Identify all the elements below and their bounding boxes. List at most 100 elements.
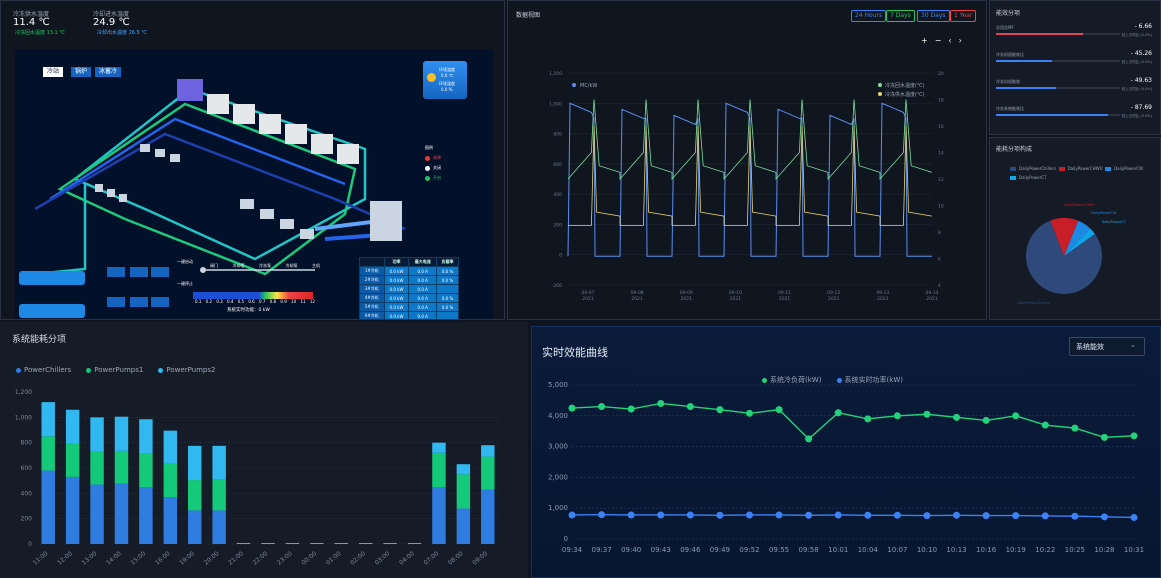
x-tick-label: 09:58 [799, 546, 819, 554]
legend-item[interactable]: PowerPumps2 [158, 366, 215, 374]
y-tick-label: 5,000 [548, 381, 568, 389]
bar-segment [90, 417, 104, 452]
bar-segment [139, 453, 153, 487]
pie-slice-label: DailyPowerCW [1091, 211, 1117, 215]
mode-button-boiler[interactable]: 锅炉 [71, 67, 92, 77]
x-tick-label: 2021 [582, 296, 594, 302]
efficiency-curve-title: 实时效能曲线 [542, 346, 608, 359]
bar-segment [65, 409, 80, 444]
table-header: 负载率 [436, 257, 459, 267]
y-tick-label: 0 [564, 535, 568, 543]
bar-segment [383, 542, 397, 544]
x-tick-label: 20:00 [203, 550, 221, 567]
pie-chart: DailyPowerChillers DailyPowerCHWU DailyPow… [1017, 203, 1127, 305]
zoom-in-button[interactable]: + [921, 36, 928, 45]
scale-tick: 0.3 [216, 299, 223, 304]
pie-legend-item[interactable]: DailyPowerChillers [1010, 166, 1056, 171]
mode-button-cold-station[interactable]: 冷站 [43, 67, 64, 77]
bar-segment [407, 542, 422, 544]
pan-right-button[interactable]: › [958, 36, 962, 45]
y-right-tick-label: 14 [938, 151, 944, 157]
process-label: 阀门 [210, 263, 218, 268]
y-tick-label: 600 [553, 162, 562, 168]
legend-title: 图例 [425, 145, 433, 150]
legend-item[interactable]: PowerPumps1 [86, 366, 143, 374]
range-30-days-button[interactable]: 30 Days [917, 10, 950, 22]
x-tick-label: 09-08 [631, 290, 644, 296]
zoom-out-button[interactable]: − [934, 36, 942, 45]
range-7-days-button[interactable]: 7 Days [886, 10, 915, 22]
pie-slice [1026, 220, 1102, 294]
efficiency-curve-legend: 系统冷负荷(kW) 系统实时功率(kW) [762, 367, 913, 386]
series-point [686, 403, 694, 411]
pie-slice-label: DailyPowerCT [1102, 220, 1127, 224]
data-view-chart: 1,200 1,000 800 600 400 200 0 -200 20 18 16 14 12 10 8… [549, 71, 944, 302]
one-key-stop[interactable]: 一键停止 [177, 281, 193, 286]
x-tick-label: 19:00 [178, 550, 196, 567]
x-tick-label: 10:01 [828, 546, 848, 554]
y-tick-label: 1,000 [15, 414, 32, 421]
series-point [1071, 512, 1079, 520]
process-label: 冷却塔 [232, 263, 245, 268]
y-tick-label: 0 [28, 541, 32, 548]
legend-label: 冷冻回水温度(℃) [885, 82, 925, 89]
pie-legend-item[interactable]: DailyPowerCHWU [1058, 166, 1103, 171]
scale-tick: 0.5 [237, 299, 245, 304]
cw-in-value: 24.9 ℃ [93, 17, 130, 28]
efficiency-item-value: - 45.26 [1130, 50, 1152, 57]
legend-swatch [572, 83, 576, 87]
legend-item[interactable]: 系统实时功率(kW) [836, 375, 903, 385]
mode-button-ice-storage[interactable]: 冰蓄冷 [95, 67, 122, 77]
series-point [1071, 424, 1079, 432]
process-label: 冷却泵 [285, 263, 298, 268]
zoom-controls: + − ‹ › [921, 36, 962, 45]
bar-segment [456, 508, 471, 544]
bar-segment [139, 419, 153, 454]
efficiency-item-track [996, 33, 1120, 35]
x-tick-label: 11:00 [32, 550, 50, 567]
x-tick-label: 09-12 [827, 290, 840, 296]
x-tick-label: 03:00 [374, 550, 392, 567]
y-tick-label: 3,000 [548, 443, 568, 451]
realtime-power-label: 系统实时功能：0 kW [227, 308, 270, 313]
efficiency-line-chart: 0 1,000 2,000 3,000 4,000 5,000 09:34 09:37 09:4… [548, 381, 1144, 554]
efficiency-item-sub: 较上日同比 (0.0%) [1121, 60, 1152, 64]
x-tick-label: 01:00 [325, 550, 343, 567]
y-tick-label: 800 [21, 440, 33, 447]
legend-item[interactable]: PowerChillers [16, 366, 71, 374]
x-tick-label: 10:04 [858, 546, 879, 554]
bar-segment [334, 542, 348, 544]
table-header: 最大电流 [408, 257, 438, 267]
pie-legend-item[interactable]: DailyPowerCT [1010, 175, 1046, 180]
pie-slice-label: DailyPowerChillers [1017, 301, 1050, 305]
series-point [716, 406, 724, 414]
scale-tick: 0.8 [269, 299, 277, 304]
energy-bar-chart: 0 200 400 600 800 1,000 1,200 11:00 12:00 13:00 14… [15, 389, 500, 567]
pie-legend-item[interactable]: DailyPowerCW [1105, 166, 1143, 171]
scale-tick: 12 [309, 299, 315, 304]
y-tick-label: -200 [552, 283, 562, 289]
y-tick-label: 0 [559, 253, 562, 259]
efficiency-panel: 能效分项 总用总MF - 6.66 较上日同比 (0.0%) 冷冻机组能效比 - 45.… [989, 0, 1161, 135]
series-point [775, 406, 783, 414]
x-tick-label: 22:00 [252, 550, 270, 567]
process-labels: 阀门 冷却塔 冷冻泵 冷却泵 主机 [210, 263, 320, 269]
bar-segment [163, 430, 178, 464]
series-point [893, 511, 901, 519]
metric-select[interactable]: 系统能效 ⌄ [1069, 337, 1145, 356]
range-1-year-button[interactable]: 1 Year [950, 10, 977, 22]
legend-item[interactable]: 系统冷负荷(kW) [762, 375, 821, 385]
bar-segment [432, 452, 446, 487]
env-temp-value: 0.0 ℃ [441, 73, 454, 78]
pan-left-button[interactable]: ‹ [948, 36, 952, 45]
table-row: 6#冷机 0.0 kW 0.0 A [359, 311, 459, 319]
bar-segment [285, 542, 300, 544]
table-row: 1#冷机 0.0 kW 0.0 A 0.0 % [359, 266, 459, 276]
range-24-hours-button[interactable]: 24 Hours [851, 10, 887, 22]
one-key-start[interactable]: 一键启动 [177, 259, 193, 264]
chiller-table: 功率 最大电流 负载率 1#冷机 0.0 kW 0.0 A 0.0 % 2#冷机 0.0 k… [359, 257, 459, 319]
y-right-tick-label: 6 [938, 257, 941, 263]
energy-bars-legend: PowerChillers PowerPumps1 PowerPumps2 [16, 357, 225, 376]
series-point [864, 415, 872, 423]
series-point [1012, 412, 1020, 420]
